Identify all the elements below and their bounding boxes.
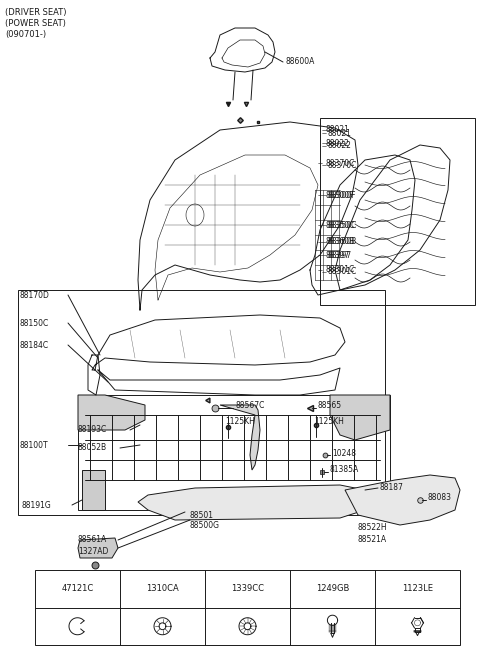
Text: (090701-): (090701-) bbox=[5, 30, 46, 39]
Text: 1327AD: 1327AD bbox=[78, 548, 108, 557]
Text: 1123LE: 1123LE bbox=[402, 584, 433, 593]
Text: 1339CC: 1339CC bbox=[231, 584, 264, 593]
Text: 88184C: 88184C bbox=[20, 340, 49, 349]
Text: 88300F: 88300F bbox=[325, 190, 353, 200]
Text: 88360B: 88360B bbox=[328, 237, 357, 246]
Text: 81385A: 81385A bbox=[330, 466, 359, 475]
Polygon shape bbox=[82, 470, 105, 510]
Text: 88521A: 88521A bbox=[358, 535, 387, 544]
Text: 10248: 10248 bbox=[332, 449, 356, 458]
Text: 88397: 88397 bbox=[325, 250, 349, 259]
Bar bbox=[18, 290, 385, 515]
Polygon shape bbox=[78, 395, 145, 430]
Polygon shape bbox=[345, 475, 460, 525]
Text: 88022: 88022 bbox=[325, 138, 349, 147]
Text: 88561A: 88561A bbox=[78, 535, 107, 544]
Text: 88052B: 88052B bbox=[78, 443, 107, 452]
Text: 1249GB: 1249GB bbox=[316, 584, 349, 593]
Bar bbox=[78, 395, 390, 510]
Text: 88397: 88397 bbox=[328, 250, 352, 259]
Text: 88021: 88021 bbox=[328, 128, 352, 138]
Polygon shape bbox=[138, 485, 375, 520]
Text: 88100T: 88100T bbox=[20, 441, 48, 449]
Polygon shape bbox=[78, 538, 118, 558]
Text: 88301C: 88301C bbox=[325, 265, 354, 274]
Text: 1125KH: 1125KH bbox=[225, 417, 255, 426]
Text: 88370C: 88370C bbox=[328, 160, 358, 170]
Text: 88301C: 88301C bbox=[328, 267, 357, 276]
Text: 88501: 88501 bbox=[190, 511, 214, 520]
Text: 88021: 88021 bbox=[325, 125, 349, 134]
Bar bbox=[35, 570, 460, 645]
Text: 88150C: 88150C bbox=[20, 318, 49, 327]
Text: 88350C: 88350C bbox=[325, 220, 354, 230]
Text: 88187: 88187 bbox=[380, 484, 404, 492]
Text: 88191G: 88191G bbox=[22, 501, 52, 509]
Polygon shape bbox=[330, 395, 390, 440]
Text: 88360B: 88360B bbox=[325, 237, 354, 246]
Text: 88022: 88022 bbox=[328, 141, 352, 151]
Polygon shape bbox=[220, 405, 260, 470]
Text: (DRIVER SEAT): (DRIVER SEAT) bbox=[5, 8, 67, 17]
Text: 1125KH: 1125KH bbox=[314, 417, 344, 426]
Text: 88600A: 88600A bbox=[285, 57, 314, 67]
Text: 88522H: 88522H bbox=[358, 524, 388, 533]
Text: 88300F: 88300F bbox=[328, 190, 357, 200]
Text: 88567C: 88567C bbox=[235, 400, 264, 409]
Text: 88350C: 88350C bbox=[328, 220, 358, 230]
Text: 88193C: 88193C bbox=[78, 426, 107, 434]
Text: 88370C: 88370C bbox=[325, 158, 354, 168]
Bar bbox=[320, 118, 475, 305]
Text: 88170D: 88170D bbox=[20, 291, 50, 299]
Text: (POWER SEAT): (POWER SEAT) bbox=[5, 19, 66, 28]
Text: 88500G: 88500G bbox=[190, 522, 220, 531]
Text: 1310CA: 1310CA bbox=[146, 584, 179, 593]
Text: 88565: 88565 bbox=[318, 400, 342, 409]
Text: 47121C: 47121C bbox=[61, 584, 94, 593]
Text: 88083: 88083 bbox=[428, 494, 452, 503]
